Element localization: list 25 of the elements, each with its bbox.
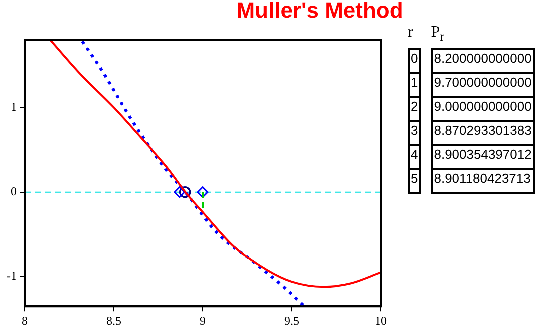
text: 9.700000000000: [432, 73, 534, 97]
line-series: [50, 40, 381, 288]
x-tick-label: 9: [200, 314, 206, 328]
line-series: [80, 40, 306, 307]
x-tick-label: 10: [375, 314, 387, 328]
chart-title: Muller's Method: [236, 0, 404, 24]
text: 1: [409, 73, 420, 97]
text: 5: [409, 169, 420, 193]
text: 9.000000000000: [432, 97, 534, 121]
x-tick-label: 8: [22, 314, 28, 328]
text: P$_{r}$: [431, 24, 446, 46]
text: 8.901180423713: [432, 169, 534, 193]
text: 8.900354397012: [432, 145, 534, 169]
y-tick-label: 0: [10, 184, 17, 198]
x-tick-label: 8.5: [106, 314, 122, 328]
text: 0: [409, 49, 420, 73]
text: 4: [409, 145, 420, 169]
text: 8.870293301383: [432, 121, 534, 145]
text: 3: [409, 121, 420, 145]
y-tick-label: -1: [6, 269, 17, 284]
text: 2: [409, 97, 420, 121]
x-tick-label: 9.5: [284, 314, 300, 328]
text: 8.200000000000: [432, 49, 534, 73]
y-tick-label: 1: [10, 100, 17, 114]
text: r: [408, 24, 414, 43]
